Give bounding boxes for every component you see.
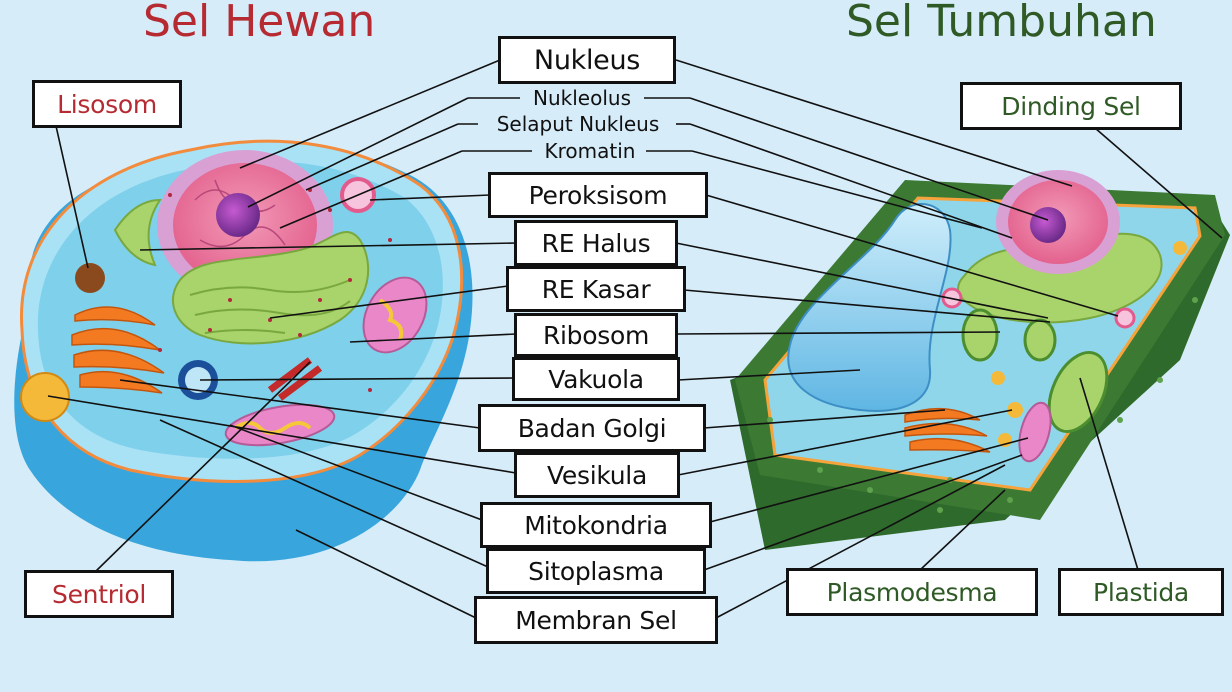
label-selaput-nukleus: Selaput Nukleus: [495, 113, 662, 135]
label-plastida: Plastida: [1058, 568, 1224, 616]
label-ribosom: Ribosom: [514, 313, 678, 357]
label-re-halus: RE Halus: [514, 220, 678, 266]
label-vesikula: Vesikula: [514, 452, 680, 498]
plant-peroxisome: [1116, 309, 1134, 327]
label-lisosom: Lisosom: [32, 80, 182, 128]
plant-vesicle-3: [991, 371, 1005, 385]
animal-nucleolus: [216, 193, 260, 237]
label-nukleolus: Nukleolus: [531, 87, 633, 109]
label-kromatin: Kromatin: [543, 140, 638, 162]
plant-plastid-3: [1025, 320, 1055, 360]
label-re-kasar: RE Kasar: [506, 266, 686, 312]
label-mitokondria: Mitokondria: [480, 502, 712, 548]
label-dinding-sel: Dinding Sel: [960, 82, 1182, 130]
label-plasmodesma: Plasmodesma: [786, 568, 1038, 616]
plant-vesicle-4: [1173, 241, 1187, 255]
animal-cell: [14, 141, 472, 561]
label-vakuola: Vakuola: [512, 357, 680, 401]
label-sitoplasma: Sitoplasma: [486, 548, 706, 594]
animal-centriole: [21, 373, 69, 421]
plant-cell-title: Sel Tumbuhan: [846, 0, 1157, 48]
label-sentriol: Sentriol: [24, 570, 174, 618]
label-badan-golgi: Badan Golgi: [478, 404, 706, 452]
label-nukleus: Nukleus: [498, 36, 676, 84]
label-peroksisom: Peroksisom: [488, 172, 708, 218]
plant-nucleolus: [1030, 207, 1066, 243]
animal-cell-title: Sel Hewan: [143, 0, 375, 48]
animal-lysosome: [75, 263, 105, 293]
label-membran-sel: Membran Sel: [474, 596, 718, 644]
